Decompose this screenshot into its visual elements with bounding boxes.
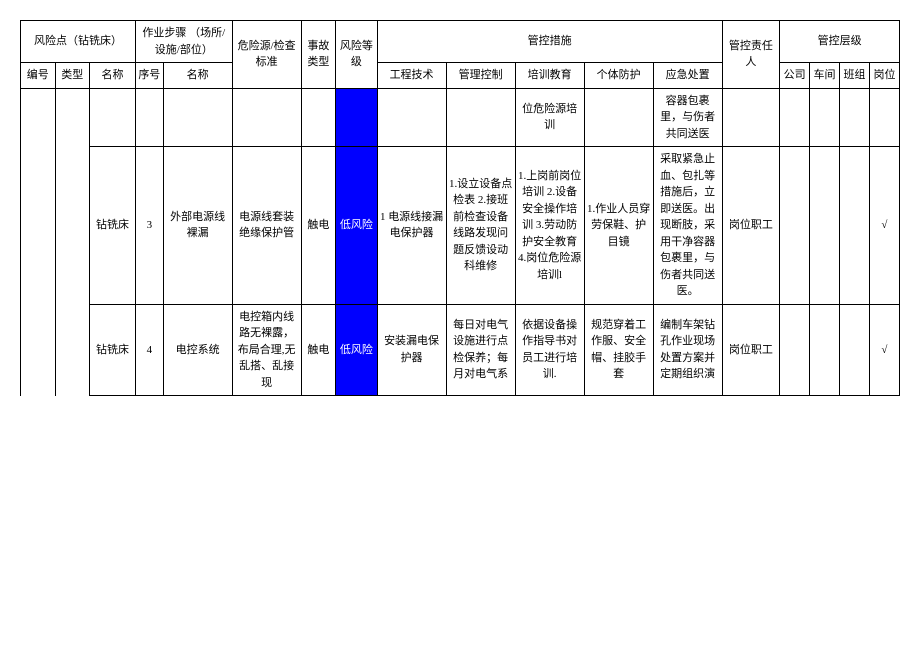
cell-stepname <box>163 88 232 147</box>
cell-emerg: 采取紧急止血、包扎等措施后，立即送医。出现断肢，采用干净容器包裹里，与伤者共同送… <box>653 147 722 305</box>
cell-name: 钻铣床 <box>90 304 136 396</box>
cell-mgmt: 1.设立设备点检表 2.接班前检查设备线路发现问题反馈设动科维修 <box>446 147 515 305</box>
cell-stepname: 电控系统 <box>163 304 232 396</box>
cell-mgmt <box>446 88 515 147</box>
cell-eng: 安装漏电保护器 <box>377 304 446 396</box>
hdr-name: 名称 <box>90 63 136 89</box>
cell-hazard: 电控箱内线路无裸露，布局合理,无乱搭、乱接现 <box>232 304 301 396</box>
cell-accident <box>301 88 336 147</box>
cell-team <box>840 88 870 147</box>
table-row: 位危险源培训 容器包裹里，与伤者共同送医 <box>21 88 900 147</box>
hdr-eng: 工程技术 <box>377 63 446 89</box>
risk-assessment-table: 风险点（钻铣床） 作业步骤 （场所/设施/部位） 危险源/检查标准 事故类型 风… <box>20 20 900 396</box>
cell-team <box>840 147 870 305</box>
cell-stepno <box>136 88 164 147</box>
hdr-company: 公司 <box>780 63 810 89</box>
cell-post: √ <box>869 147 899 305</box>
cell-seq <box>21 88 56 396</box>
table-row: 钻铣床 3 外部电源线裸漏 电源线套装绝缘保护管 触电 低风险 1 电源线接漏电… <box>21 147 900 305</box>
cell-ppe <box>584 88 653 147</box>
hdr-risk-level: 风险等级 <box>336 21 377 89</box>
cell-accident: 触电 <box>301 304 336 396</box>
hdr-seq: 编号 <box>21 63 56 89</box>
hdr-train: 培训教育 <box>515 63 584 89</box>
cell-ppe: 规范穿着工作服、安全帽、挂胶手套 <box>584 304 653 396</box>
cell-resp: 岗位职工 <box>722 147 780 305</box>
hdr-measures: 管控措施 <box>377 21 722 63</box>
cell-workshop <box>810 304 840 396</box>
cell-risk: 低风险 <box>336 147 377 305</box>
cell-stepno: 4 <box>136 304 164 396</box>
cell-emerg: 容器包裹里，与伤者共同送医 <box>653 88 722 147</box>
hdr-work-step: 作业步骤 （场所/设施/部位） <box>136 21 233 63</box>
hdr-team: 班组 <box>840 63 870 89</box>
hdr-ppe: 个体防护 <box>584 63 653 89</box>
cell-name: 钻铣床 <box>90 147 136 305</box>
cell-risk: 低风险 <box>336 304 377 396</box>
cell-emerg: 编制车架钻孔作业现场处置方案并定期组织演 <box>653 304 722 396</box>
hdr-mgmt: 管理控制 <box>446 63 515 89</box>
cell-eng <box>377 88 446 147</box>
cell-hazard: 电源线套装绝缘保护管 <box>232 147 301 305</box>
hdr-post: 岗位 <box>869 63 899 89</box>
header-row-1: 风险点（钻铣床） 作业步骤 （场所/设施/部位） 危险源/检查标准 事故类型 风… <box>21 21 900 63</box>
cell-workshop <box>810 88 840 147</box>
cell-stepno: 3 <box>136 147 164 305</box>
cell-team <box>840 304 870 396</box>
cell-resp <box>722 88 780 147</box>
cell-eng: 1 电源线接漏电保护器 <box>377 147 446 305</box>
hdr-hazard: 危险源/检查标准 <box>232 21 301 89</box>
hdr-step-no: 序号 <box>136 63 164 89</box>
cell-train: 1.上岗前岗位培训 2.设备安全操作培训 3.劳动防护安全教育 4.岗位危险源培… <box>515 147 584 305</box>
cell-cat <box>55 88 90 396</box>
cell-hazard <box>232 88 301 147</box>
hdr-step-name: 名称 <box>163 63 232 89</box>
cell-mgmt: 每日对电气设施进行点检保养；每月对电气系 <box>446 304 515 396</box>
hdr-accident: 事故类型 <box>301 21 336 89</box>
cell-risk <box>336 88 377 147</box>
cell-company <box>780 88 810 147</box>
hdr-responsible: 管控责任人 <box>722 21 780 89</box>
hdr-emerg: 应急处置 <box>653 63 722 89</box>
hdr-risk-point: 风险点（钻铣床） <box>21 21 136 63</box>
cell-company <box>780 147 810 305</box>
cell-post: √ <box>869 304 899 396</box>
cell-accident: 触电 <box>301 147 336 305</box>
cell-train: 依据设备操作指导书对员工进行培训. <box>515 304 584 396</box>
cell-resp: 岗位职工 <box>722 304 780 396</box>
hdr-cat: 类型 <box>55 63 90 89</box>
cell-ppe: 1.作业人员穿劳保鞋、护目镜 <box>584 147 653 305</box>
cell-workshop <box>810 147 840 305</box>
table-row: 钻铣床 4 电控系统 电控箱内线路无裸露，布局合理,无乱搭、乱接现 触电 低风险… <box>21 304 900 396</box>
cell-train: 位危险源培训 <box>515 88 584 147</box>
hdr-control-level: 管控层级 <box>780 21 900 63</box>
cell-post <box>869 88 899 147</box>
cell-company <box>780 304 810 396</box>
hdr-workshop: 车间 <box>810 63 840 89</box>
cell-name <box>90 88 136 147</box>
cell-stepname: 外部电源线裸漏 <box>163 147 232 305</box>
